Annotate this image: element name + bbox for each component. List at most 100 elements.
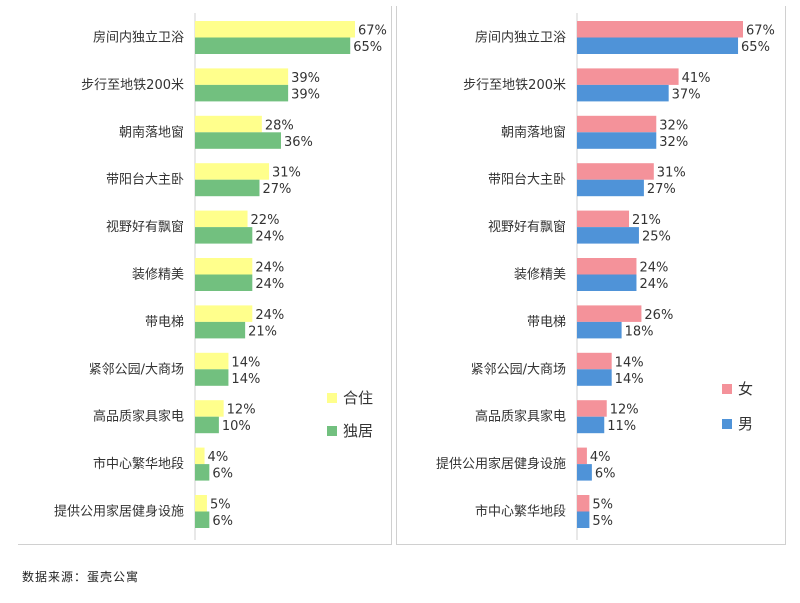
chart1-bar — [195, 447, 205, 465]
chart1-bar — [195, 21, 355, 38]
chart1-data-label: 14% — [231, 372, 260, 387]
chart2-bar — [577, 400, 607, 417]
chart1-category-label: 紧邻公园/大商场 — [89, 362, 184, 377]
chart1-category-label: 市中心繁华地段 — [93, 456, 184, 472]
chart1-bar — [195, 274, 253, 291]
chart1-category-label: 带阳台大主卧 — [106, 173, 184, 188]
chart1-data-label: 22% — [251, 213, 280, 228]
chart2-legend-swatch — [722, 419, 732, 429]
chart2-bar — [577, 369, 612, 386]
chart2-bar — [577, 115, 657, 133]
chart2-bar — [577, 179, 644, 197]
chart1-category-label: 提供公用家居健身设施 — [54, 504, 184, 520]
chart1-data-label: 12% — [227, 403, 256, 418]
right-chart-frame — [396, 6, 786, 545]
chart2-data-label: 12% — [610, 403, 639, 418]
chart2-data-label: 31% — [657, 166, 686, 181]
chart1-bar — [195, 179, 260, 197]
chart1-bar — [195, 210, 248, 228]
chart2-category-label: 提供公用家居健身设施 — [436, 456, 566, 472]
chart1-data-label: 65% — [353, 40, 382, 55]
chart1-bar — [195, 511, 210, 528]
chart2-bar — [577, 321, 622, 339]
chart2-category-label: 步行至地铁200米 — [463, 78, 566, 93]
chart1-bar — [195, 464, 210, 481]
chart1-bar — [195, 305, 253, 322]
chart1-bar — [195, 369, 229, 386]
chart1-data-label: 39% — [291, 71, 320, 86]
chart1-data-label: 6% — [212, 467, 233, 482]
left-chart-frame — [18, 6, 392, 545]
chart2-category-label: 装修精美 — [514, 268, 566, 283]
chart1-data-label: 10% — [222, 419, 251, 434]
chart1-category-label: 视野好有飘窗 — [106, 219, 184, 235]
chart2-data-label: 27% — [647, 182, 676, 197]
chart1-category-label: 装修精美 — [132, 268, 184, 283]
chart2-bar — [577, 447, 587, 465]
chart2-data-label: 41% — [682, 71, 711, 86]
chart2-bar — [577, 274, 637, 291]
chart1-bar — [195, 258, 253, 275]
chart2-data-label: 6% — [595, 467, 616, 482]
chart2-category-label: 视野好有飘窗 — [488, 219, 566, 235]
chart1-category-label: 房间内独立卫浴 — [93, 30, 184, 46]
chart1-data-label: 27% — [262, 182, 291, 197]
chart2-bar — [577, 84, 669, 102]
chart2-category-label: 朝南落地窗 — [501, 124, 566, 140]
chart2-category-label: 高品质家具家电 — [475, 409, 566, 425]
chart2-data-label: 24% — [639, 277, 668, 292]
chart2-bar — [577, 210, 630, 228]
chart2-category-label: 市中心繁华地段 — [475, 504, 566, 520]
chart2-bar — [577, 132, 657, 149]
chart2-category-label: 带阳台大主卧 — [488, 173, 566, 188]
chart1-bar — [195, 227, 253, 244]
chart2-data-label: 25% — [642, 230, 671, 245]
source-note: 数据来源：蛋壳公寓 — [22, 570, 140, 584]
chart1-bar — [195, 416, 219, 434]
chart1-bar — [195, 400, 224, 417]
chart2-data-label: 11% — [607, 419, 636, 434]
chart1-data-label: 67% — [358, 24, 387, 39]
chart1-data-label: 5% — [210, 498, 231, 513]
chart2-data-label: 32% — [659, 135, 688, 150]
chart2-data-label: 24% — [639, 261, 668, 276]
chart2-bar — [577, 464, 592, 481]
chart2-data-label: 32% — [659, 118, 688, 133]
chart2-bar — [577, 495, 590, 512]
chart2-bar — [577, 416, 605, 434]
chart1-legend-label: 合住 — [343, 389, 373, 407]
chart1-data-label: 24% — [255, 277, 284, 292]
chart2-data-label: 5% — [592, 498, 613, 513]
chart1-data-label: 36% — [284, 135, 313, 150]
chart1-legend-swatch — [327, 426, 337, 436]
chart2-data-label: 5% — [592, 514, 613, 529]
chart2-bar — [577, 511, 590, 528]
chart1-bar — [195, 495, 207, 512]
chart2-bar — [577, 305, 642, 322]
chart1-data-label: 6% — [212, 514, 233, 529]
chart2-bar — [577, 37, 739, 54]
chart1-data-label: 24% — [255, 261, 284, 276]
chart2-data-label: 14% — [615, 355, 644, 370]
chart2-legend-swatch — [722, 384, 732, 394]
chart2-bar — [577, 163, 654, 180]
chart1-bar — [195, 163, 270, 180]
chart2-category-label: 紧邻公园/大商场 — [471, 362, 566, 377]
chart1-bar — [195, 37, 351, 54]
chart2-category-label: 房间内独立卫浴 — [475, 30, 566, 46]
chart2-legend-label: 男 — [738, 415, 753, 433]
chart1-data-label: 24% — [255, 230, 284, 245]
chart1-bar — [195, 321, 246, 339]
chart2-data-label: 26% — [644, 308, 673, 323]
chart2-data-label: 4% — [590, 450, 611, 465]
chart2-bar — [577, 258, 637, 275]
chart1-data-label: 31% — [272, 166, 301, 181]
chart1-bar — [195, 115, 262, 133]
chart1-bar — [195, 68, 289, 85]
chart1-data-label: 28% — [265, 118, 294, 133]
chart1-data-label: 4% — [208, 450, 229, 465]
chart2-legend-label: 女 — [738, 380, 753, 398]
chart1-data-label: 14% — [231, 355, 260, 370]
chart2-bar — [577, 227, 639, 244]
chart2-bar — [577, 21, 743, 38]
